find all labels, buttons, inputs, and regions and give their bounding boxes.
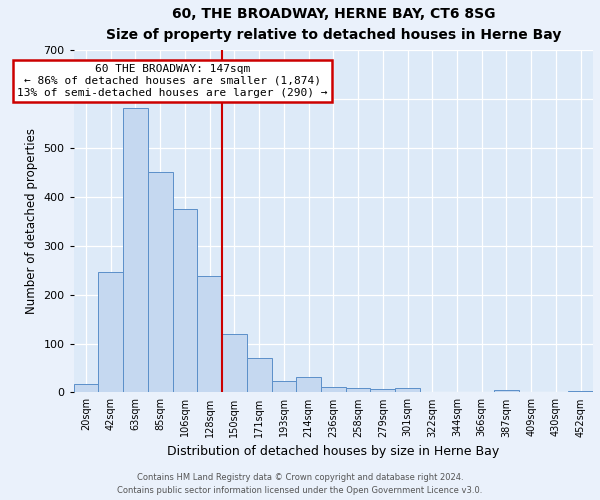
Bar [222, 334, 247, 392]
Bar [321, 386, 346, 392]
Text: 60 THE BROADWAY: 147sqm
← 86% of detached houses are smaller (1,874)
13% of semi: 60 THE BROADWAY: 147sqm ← 86% of detache… [17, 64, 328, 98]
Title: 60, THE BROADWAY, HERNE BAY, CT6 8SG
Size of property relative to detached house: 60, THE BROADWAY, HERNE BAY, CT6 8SG Siz… [106, 7, 561, 42]
Bar [395, 388, 420, 392]
Bar [370, 389, 395, 392]
Bar [173, 209, 197, 392]
Bar [296, 378, 321, 392]
Bar [346, 388, 370, 392]
Bar [247, 358, 272, 392]
Bar [272, 381, 296, 392]
Bar [74, 384, 98, 392]
X-axis label: Distribution of detached houses by size in Herne Bay: Distribution of detached houses by size … [167, 445, 499, 458]
Bar [123, 108, 148, 393]
Text: Contains public sector information licensed under the Open Government Licence v3: Contains public sector information licen… [118, 486, 482, 495]
Text: Contains HM Land Registry data © Crown copyright and database right 2024.: Contains HM Land Registry data © Crown c… [137, 474, 463, 482]
Bar [197, 276, 222, 392]
Bar [494, 390, 519, 392]
Bar [568, 390, 593, 392]
Bar [98, 272, 123, 392]
Bar [148, 172, 173, 392]
Y-axis label: Number of detached properties: Number of detached properties [25, 128, 38, 314]
